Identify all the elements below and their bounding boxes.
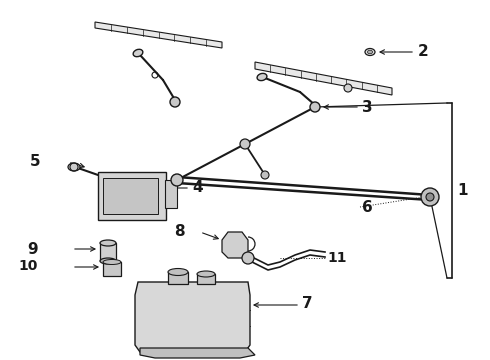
Text: 7: 7 xyxy=(302,297,313,311)
Text: 1: 1 xyxy=(457,183,467,198)
Circle shape xyxy=(240,139,250,149)
Circle shape xyxy=(421,188,439,206)
Bar xyxy=(103,178,158,214)
Circle shape xyxy=(344,84,352,92)
Bar xyxy=(98,172,166,220)
Bar xyxy=(168,272,188,284)
Text: 8: 8 xyxy=(174,224,185,238)
Polygon shape xyxy=(95,22,222,48)
Circle shape xyxy=(426,193,434,201)
Circle shape xyxy=(171,174,183,186)
Ellipse shape xyxy=(365,49,375,55)
Text: 5: 5 xyxy=(29,154,40,170)
Text: 9: 9 xyxy=(27,242,38,256)
Polygon shape xyxy=(255,62,392,95)
Polygon shape xyxy=(135,282,250,352)
Bar xyxy=(100,243,116,261)
Bar xyxy=(165,180,177,208)
Circle shape xyxy=(242,252,254,264)
Ellipse shape xyxy=(68,163,80,171)
Ellipse shape xyxy=(197,271,215,277)
Text: 3: 3 xyxy=(362,99,372,114)
Ellipse shape xyxy=(100,240,116,246)
Ellipse shape xyxy=(100,258,116,264)
Text: 10: 10 xyxy=(19,259,38,273)
Ellipse shape xyxy=(368,50,372,54)
Bar xyxy=(197,274,215,284)
Circle shape xyxy=(261,171,269,179)
Ellipse shape xyxy=(257,73,267,81)
Text: 6: 6 xyxy=(362,201,373,216)
Ellipse shape xyxy=(168,269,188,275)
Ellipse shape xyxy=(133,49,143,57)
Circle shape xyxy=(310,102,320,112)
Text: 2: 2 xyxy=(418,44,429,58)
Polygon shape xyxy=(140,348,255,358)
Text: 4: 4 xyxy=(192,180,203,194)
Ellipse shape xyxy=(103,260,121,265)
Text: 11: 11 xyxy=(327,251,346,265)
Bar xyxy=(103,262,121,276)
Polygon shape xyxy=(222,232,248,258)
Circle shape xyxy=(170,97,180,107)
